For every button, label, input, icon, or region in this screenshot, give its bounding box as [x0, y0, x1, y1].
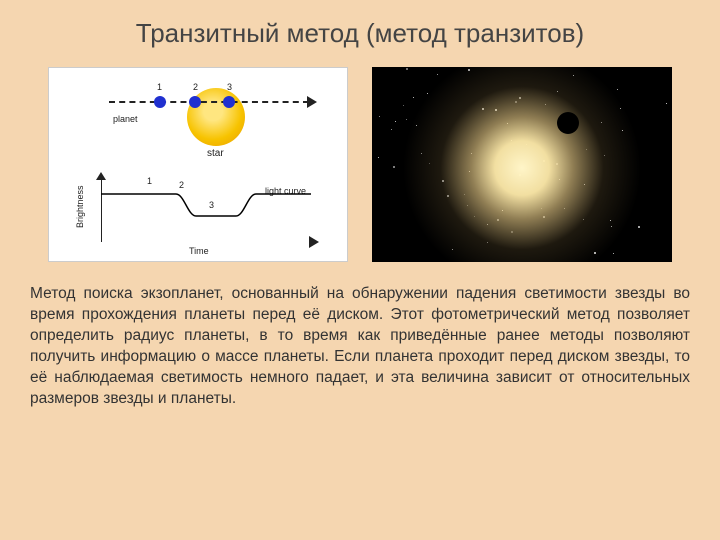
- planet-label: planet: [113, 114, 138, 124]
- starfield-dot: [391, 129, 392, 130]
- body-text: Метод поиска экзопланет, основанный на о…: [24, 284, 696, 410]
- position-label-2: 2: [193, 82, 198, 92]
- slide-title: Транзитный метод (метод транзитов): [24, 18, 696, 49]
- slide: Транзитный метод (метод транзитов) 1 2 3…: [0, 0, 720, 540]
- curve-num-1: 1: [147, 176, 152, 186]
- arrow-right-icon: [307, 96, 317, 108]
- curve-num-3: 3: [209, 200, 214, 210]
- starfield-dot: [378, 157, 379, 158]
- planet-silhouette-icon: [557, 112, 579, 134]
- planet-dot-3: [223, 96, 235, 108]
- star-label: star: [207, 148, 224, 159]
- x-axis-label: Time: [189, 246, 209, 256]
- starfield-dot: [413, 97, 414, 98]
- starfield-dot: [393, 166, 395, 168]
- starfield-dot: [437, 74, 438, 75]
- planet-dot-1: [154, 96, 166, 108]
- y-axis-label: Brightness: [75, 185, 85, 228]
- curve-num-2: 2: [179, 180, 184, 190]
- position-label-3: 3: [227, 82, 232, 92]
- diagram-top-panel: 1 2 3 planet star: [49, 68, 347, 168]
- starfield-dot: [406, 119, 407, 120]
- transit-diagram: 1 2 3 planet star Brightness Time light …: [48, 67, 348, 262]
- starfield-dot: [406, 68, 408, 70]
- planet-dot-2: [189, 96, 201, 108]
- starfield-dot: [617, 89, 618, 90]
- star-glow-icon: [402, 67, 642, 262]
- light-curve-svg: [101, 176, 321, 246]
- starfield-dot: [395, 121, 396, 122]
- position-label-1: 1: [157, 82, 162, 92]
- starfield-dot: [379, 116, 380, 117]
- starfield-dot: [613, 253, 614, 254]
- light-curve-panel: Brightness Time light curve 1 2 3: [49, 168, 347, 263]
- transit-render: [372, 67, 672, 262]
- starfield-dot: [666, 103, 667, 104]
- starfield-dot: [403, 105, 404, 106]
- starfield-dot: [638, 226, 640, 228]
- images-row: 1 2 3 planet star Brightness Time light …: [24, 67, 696, 262]
- transit-path-line: [109, 101, 309, 103]
